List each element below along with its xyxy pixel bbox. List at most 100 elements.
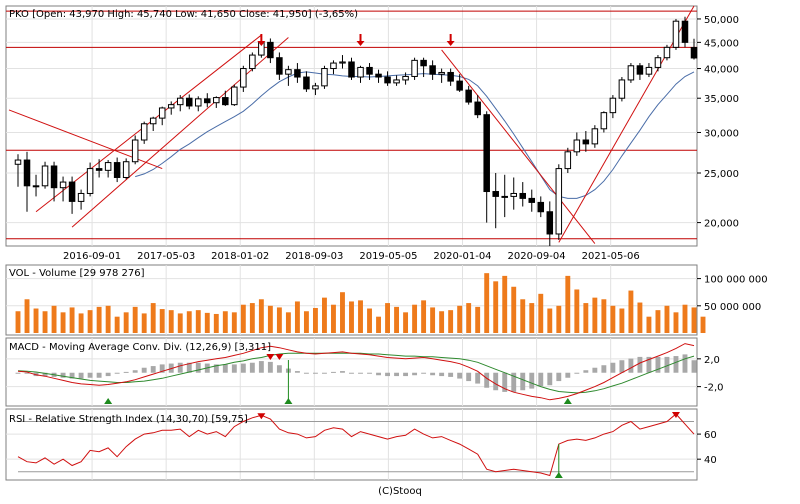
volume-bar: [294, 301, 300, 333]
macd-histogram-bar: [60, 372, 66, 378]
volume-bar: [204, 312, 210, 333]
volume-bar: [439, 311, 445, 333]
macd-histogram-bar: [303, 372, 309, 374]
macd-histogram-bar: [403, 372, 409, 377]
volume-bar: [51, 305, 57, 333]
macd-histogram-bar: [538, 372, 544, 387]
y-tick-label: 40: [704, 455, 717, 466]
candle-body: [411, 59, 418, 77]
macd-histogram-bar: [493, 372, 499, 391]
candle-body: [546, 211, 554, 235]
candle-body: [600, 112, 608, 130]
x-tick-label: 2020-01-04: [433, 251, 491, 262]
macd-histogram-bar: [601, 365, 607, 373]
candle-body: [429, 65, 436, 75]
macd-histogram-bar: [529, 372, 535, 389]
volume-bar: [637, 302, 643, 333]
copyright-footer: (C)Stooq: [378, 486, 422, 497]
y-tick-label: 2,0: [704, 355, 720, 366]
macd-histogram-bar: [69, 372, 75, 379]
y-tick-label: 30,000: [704, 128, 739, 139]
candle-body: [86, 168, 94, 194]
volume-bar: [231, 312, 237, 333]
macd-histogram-bar: [610, 362, 616, 373]
volume-bar: [213, 313, 219, 333]
candle-body: [555, 168, 563, 235]
macd-panel-title: MACD - Moving Average Conv. Div. (12,26,…: [9, 342, 271, 353]
volume-bar: [331, 304, 336, 333]
volume-bar: [78, 313, 84, 333]
y-tick-label: 50,000: [704, 15, 739, 26]
volume-bar: [520, 299, 526, 333]
y-tick-label: 50 000 000: [704, 302, 761, 313]
volume-bar: [358, 300, 363, 333]
macd-histogram-bar: [349, 372, 354, 374]
volume-bar: [610, 305, 616, 333]
candle-body: [483, 114, 490, 193]
rsi-sell-signal: [671, 412, 680, 419]
candle-body: [213, 97, 220, 104]
macd-histogram-bar: [628, 358, 634, 373]
candle-body: [501, 195, 508, 198]
volume-bar: [24, 299, 30, 333]
volume-bar: [700, 316, 706, 333]
volume-bar: [493, 281, 499, 333]
macd-histogram-bar: [231, 364, 237, 373]
macd-histogram-bar: [222, 364, 228, 373]
candle-body: [14, 159, 22, 165]
volume-bar: [285, 312, 291, 333]
volume-bar: [475, 306, 481, 333]
volume-bar: [105, 305, 111, 333]
candle-body: [654, 57, 662, 68]
x-tick-label: 2021-05-06: [582, 251, 640, 262]
candle-body: [384, 76, 391, 84]
candle-body: [366, 66, 373, 75]
candle-body: [195, 98, 202, 107]
candle-body: [438, 71, 445, 75]
panel-frame-rsi: [5, 408, 698, 481]
volume-bar: [123, 312, 129, 333]
candle-body: [113, 162, 121, 178]
y-tick-label: -2,0: [704, 383, 724, 394]
volume-bar: [322, 297, 327, 333]
candle-body: [294, 69, 301, 78]
macd-histogram-bar: [322, 372, 327, 374]
volume-bar: [376, 316, 381, 333]
volume-bar: [186, 311, 192, 333]
candle-body: [23, 159, 31, 187]
candle-body: [140, 123, 148, 141]
volume-panel-title: VOL - Volume [29 978 276]: [9, 268, 145, 279]
y-tick-label: 100 000 000: [704, 275, 768, 286]
candle-body: [312, 85, 319, 90]
candle-body: [240, 68, 247, 88]
macd-buy-signal: [104, 398, 113, 404]
macd-histogram-bar: [376, 372, 381, 376]
x-tick-label: 2020-09-04: [508, 251, 566, 262]
macd-histogram-bar: [511, 372, 517, 392]
macd-histogram-bar: [556, 372, 562, 382]
candle-body: [303, 76, 310, 90]
volume-bar: [150, 303, 156, 333]
candle-body: [618, 79, 626, 99]
candle-body: [267, 41, 274, 59]
macd-histogram-bar: [258, 361, 264, 373]
sell-signal-arrowhead: [257, 41, 266, 46]
candle-body: [276, 57, 283, 75]
volume-bar: [60, 312, 66, 333]
candle-body: [582, 139, 590, 145]
macd-histogram-bar: [466, 372, 472, 382]
volume-bar: [682, 304, 688, 333]
rsi-sell-signal: [257, 413, 266, 420]
macd-histogram-bar: [367, 372, 372, 374]
candle-body: [609, 97, 617, 114]
volume-bar: [655, 310, 661, 333]
macd-histogram-bar: [132, 370, 138, 373]
volume-bar: [421, 300, 427, 333]
macd-histogram-bar: [177, 362, 183, 373]
candle-body: [50, 165, 58, 189]
macd-histogram-bar: [682, 354, 688, 373]
macd-histogram-bar: [439, 372, 445, 377]
candle-body: [122, 161, 130, 178]
macd-histogram-bar: [583, 370, 589, 373]
rsi-panel-title: RSI - Relative Strength Index (14,30,70)…: [9, 414, 248, 425]
